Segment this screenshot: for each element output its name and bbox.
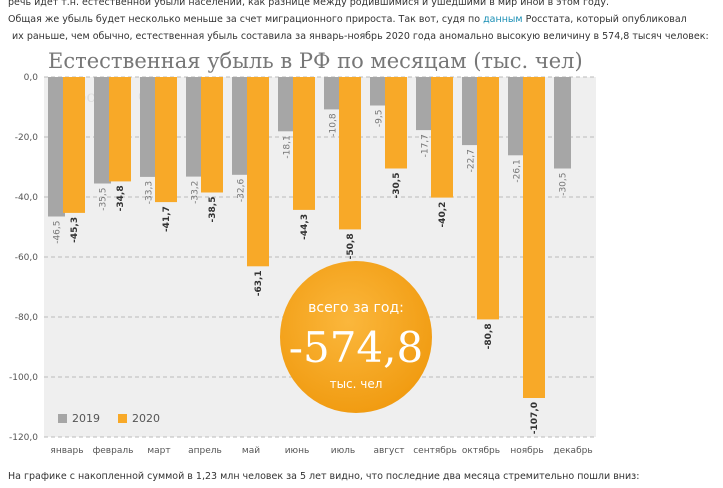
bar <box>508 77 525 156</box>
x-tick-label: март <box>147 446 170 456</box>
chart-title: Естественная убыль в РФ по месяцам (тыс.… <box>48 49 583 73</box>
x-tick-label: ноябрь <box>510 446 543 456</box>
y-tick-label: -120,0 <box>9 433 38 443</box>
legend-label: 2020 <box>132 412 160 425</box>
value-label: -80,8 <box>484 323 494 349</box>
x-tick-label: январь <box>50 446 83 456</box>
y-tick-label: -60,0 <box>15 253 39 263</box>
bar <box>155 77 177 203</box>
paragraph: их раньше, чем обычно, естественная убыл… <box>12 31 709 42</box>
x-tick-label: июль <box>331 446 355 456</box>
value-label: -63,1 <box>254 270 264 296</box>
bar <box>63 77 85 213</box>
bar <box>48 77 65 217</box>
value-label: -50,8 <box>346 233 356 259</box>
value-label: -40,2 <box>438 202 448 228</box>
callout-circle <box>280 261 432 413</box>
callout-value: -574,8 <box>289 323 423 372</box>
legend-label: 2019 <box>72 412 100 425</box>
value-label: -38,5 <box>208 197 218 223</box>
y-tick-label: -20,0 <box>15 133 39 143</box>
bar <box>278 77 295 132</box>
value-label: -9,5 <box>375 110 385 128</box>
value-label: -10,8 <box>329 113 339 137</box>
bar <box>339 77 361 230</box>
value-label: -41,7 <box>162 206 172 232</box>
x-tick-label: декабрь <box>553 446 592 456</box>
x-tick-label: май <box>242 446 260 456</box>
bar <box>201 77 223 193</box>
value-label: -45,3 <box>70 217 80 243</box>
bar <box>186 77 203 177</box>
bar <box>94 77 111 184</box>
y-tick-label: -80,0 <box>15 313 39 323</box>
value-label: -34,8 <box>116 185 126 211</box>
legend-swatch <box>58 414 67 423</box>
bar <box>416 77 433 131</box>
y-tick-label: -100,0 <box>9 373 38 383</box>
value-label: -18,1 <box>283 135 293 158</box>
value-label: -33,2 <box>191 181 201 204</box>
legend-swatch <box>118 414 127 423</box>
bar <box>140 77 157 177</box>
x-tick-label: апрель <box>188 446 222 456</box>
callout-text: всего за год: <box>308 300 404 316</box>
value-label: -35,5 <box>99 188 109 211</box>
bar <box>232 77 249 175</box>
value-label: -17,7 <box>421 134 431 157</box>
value-label: -46,5 <box>53 221 63 244</box>
bar <box>324 77 341 110</box>
x-tick-label: август <box>373 446 404 456</box>
value-label: -32,6 <box>237 179 247 203</box>
y-tick-label: -40,0 <box>15 193 39 203</box>
bar <box>247 77 269 267</box>
paragraph: На графике с накопленной суммой в 1,23 м… <box>8 471 640 482</box>
y-tick-label: 0,0 <box>24 73 39 83</box>
x-tick-label: сентябрь <box>413 446 457 456</box>
bar <box>431 77 453 198</box>
bar <box>370 77 387 106</box>
bar <box>385 77 407 169</box>
value-label: -22,7 <box>467 149 477 172</box>
value-label: -30,5 <box>392 173 402 199</box>
text: Росстата, который опубликовал <box>522 14 687 25</box>
callout-text: тыс. чел <box>330 377 383 391</box>
value-label: -26,1 <box>513 159 523 182</box>
value-label: -44,3 <box>300 214 310 240</box>
paragraph: Общая же убыль будет несколько меньше за… <box>8 14 687 25</box>
x-tick-label: июнь <box>285 446 310 456</box>
bar <box>477 77 499 320</box>
bar <box>293 77 315 210</box>
bar <box>554 77 571 169</box>
paragraph: речь идет т.н. естественной убыли населе… <box>8 0 609 8</box>
text: Общая же убыль будет несколько меньше за… <box>8 14 484 25</box>
x-tick-label: февраль <box>93 446 134 456</box>
chart: Естественная убыль в РФ по месяцам (тыс.… <box>9 49 596 456</box>
link[interactable]: данным <box>483 14 523 25</box>
value-label: -33,3 <box>145 181 155 204</box>
bar <box>462 77 479 146</box>
bar <box>523 77 545 398</box>
value-label: -30,5 <box>559 173 569 196</box>
x-tick-label: октябрь <box>462 446 500 456</box>
value-label: -107,0 <box>530 402 540 434</box>
bar <box>109 77 131 182</box>
